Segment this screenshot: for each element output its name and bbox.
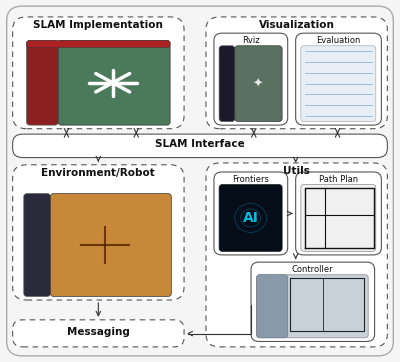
- FancyBboxPatch shape: [235, 46, 282, 122]
- FancyBboxPatch shape: [13, 320, 184, 347]
- Text: Utils: Utils: [283, 166, 310, 176]
- FancyBboxPatch shape: [214, 33, 288, 125]
- FancyBboxPatch shape: [27, 40, 58, 125]
- FancyBboxPatch shape: [257, 275, 288, 338]
- FancyBboxPatch shape: [58, 40, 170, 125]
- Text: Evaluation: Evaluation: [316, 36, 361, 45]
- FancyBboxPatch shape: [27, 40, 170, 47]
- FancyBboxPatch shape: [13, 165, 184, 300]
- Text: SLAM Implementation: SLAM Implementation: [34, 20, 163, 30]
- FancyBboxPatch shape: [296, 172, 381, 255]
- FancyBboxPatch shape: [206, 17, 387, 129]
- Text: Rviz: Rviz: [242, 36, 260, 45]
- FancyBboxPatch shape: [7, 6, 393, 356]
- Text: Messaging: Messaging: [67, 327, 130, 337]
- FancyBboxPatch shape: [206, 163, 387, 347]
- FancyBboxPatch shape: [13, 134, 387, 157]
- FancyBboxPatch shape: [13, 17, 184, 129]
- Text: SLAM Interface: SLAM Interface: [155, 139, 245, 149]
- Text: Visualization: Visualization: [259, 20, 335, 30]
- Text: Frontiers: Frontiers: [232, 175, 269, 184]
- Text: Path Plan: Path Plan: [319, 175, 358, 184]
- FancyBboxPatch shape: [219, 185, 282, 251]
- Text: AI: AI: [243, 211, 258, 225]
- Text: Controller: Controller: [292, 265, 334, 274]
- FancyBboxPatch shape: [214, 172, 288, 255]
- FancyBboxPatch shape: [301, 185, 376, 251]
- FancyBboxPatch shape: [251, 262, 374, 341]
- FancyBboxPatch shape: [24, 194, 50, 296]
- FancyBboxPatch shape: [219, 46, 235, 122]
- FancyBboxPatch shape: [301, 46, 376, 122]
- Text: ✦: ✦: [253, 77, 264, 90]
- FancyBboxPatch shape: [50, 194, 171, 296]
- FancyBboxPatch shape: [296, 33, 381, 125]
- FancyBboxPatch shape: [257, 275, 368, 338]
- Text: Environment/Robot: Environment/Robot: [42, 168, 155, 178]
